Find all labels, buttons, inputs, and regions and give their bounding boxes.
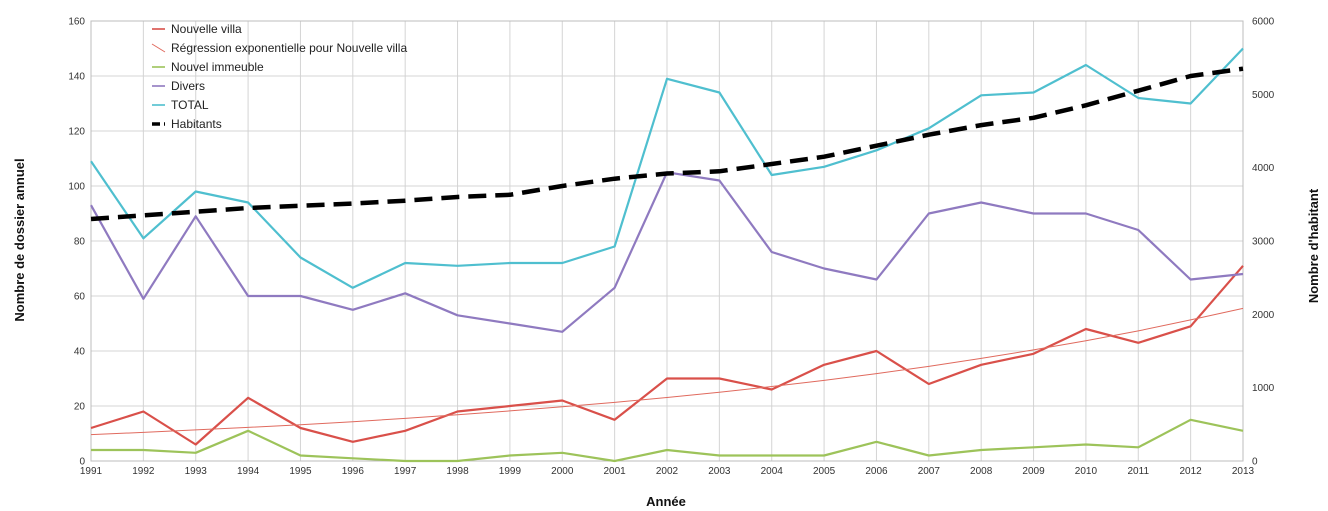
x-tick-label: 1993 xyxy=(185,466,208,477)
axis-layer: 0 20 40 60 80 100 120 140 160 0 1000 2000 3000 4000 50… xyxy=(68,17,1274,478)
legend-item-label: TOTAL xyxy=(171,98,209,112)
series-line-total xyxy=(90,47,1244,289)
legend-swatch xyxy=(151,43,166,53)
x-tick-label: 2002 xyxy=(656,466,679,477)
legend-item-label: Nouvel immeuble xyxy=(171,60,264,74)
x-tick-label: 2009 xyxy=(1022,466,1045,477)
x-tick-label: 1998 xyxy=(446,466,469,477)
legend-item-label: Divers xyxy=(171,79,205,93)
y-left-tick-label: 20 xyxy=(74,402,86,413)
y-left-tick-label: 120 xyxy=(68,127,85,138)
y-left-tick-label: 40 xyxy=(74,347,86,358)
x-tick-label: 2001 xyxy=(604,466,627,477)
x-tick-label: 2004 xyxy=(761,466,784,477)
x-tick-label: 1991 xyxy=(80,466,103,477)
y-left-tick-label: 80 xyxy=(74,237,86,248)
x-tick-label: 1994 xyxy=(237,466,260,477)
grid-layer xyxy=(90,20,1244,462)
series-line-nouvelle-villa xyxy=(90,265,1244,446)
y-right-tick-label: 2000 xyxy=(1252,310,1275,321)
legend-item-label: Régression exponentielle pour Nouvelle v… xyxy=(171,41,407,55)
plot-frame xyxy=(90,20,1244,462)
x-tick-label: 2011 xyxy=(1128,466,1150,477)
y-left-tick-label: 160 xyxy=(68,17,85,28)
y-axis-right-title: Nombre d'habitant xyxy=(1306,188,1321,303)
y-left-tick-label: 60 xyxy=(74,292,86,303)
y-right-tick-label: 0 xyxy=(1252,457,1258,468)
x-tick-label: 1992 xyxy=(132,466,155,477)
x-axis-title: Année xyxy=(646,494,686,509)
x-tick-label: 2005 xyxy=(813,466,836,477)
y-right-tick-label: 1000 xyxy=(1252,383,1275,394)
x-tick-label: 2006 xyxy=(865,466,888,477)
x-tick-label: 2000 xyxy=(551,466,574,477)
y-right-tick-label: 5000 xyxy=(1252,90,1275,101)
y-right-tick-label: 6000 xyxy=(1252,17,1275,28)
y-right-tick-label: 4000 xyxy=(1252,163,1275,174)
x-tick-label: 1997 xyxy=(394,466,417,477)
x-tick-label: 2003 xyxy=(708,466,731,477)
y-left-tick-label: 140 xyxy=(68,72,85,83)
x-tick-label: 1995 xyxy=(289,466,312,477)
series-line-nouvel-immeuble xyxy=(91,418,1244,463)
y-left-tick-label: 100 xyxy=(68,182,85,193)
x-tick-label: 2012 xyxy=(1180,466,1203,477)
x-tick-label: 2013 xyxy=(1232,466,1255,477)
series-line-habitants xyxy=(90,66,1244,222)
y-left-tick-label: 0 xyxy=(79,457,85,468)
x-tick-label: 1996 xyxy=(342,466,365,477)
x-tick-label: 2008 xyxy=(970,466,993,477)
x-tick-label: 2007 xyxy=(918,466,941,477)
y-right-tick-label: 3000 xyxy=(1252,237,1275,248)
legend-item-label: Habitants xyxy=(171,117,222,131)
series-line-r-gression-exponentielle-pour-nouvelle-villa xyxy=(90,307,1244,436)
chart-legend: Nouvelle villa Régression exponentielle p… xyxy=(151,22,407,131)
legend-item-label: Nouvelle villa xyxy=(171,22,242,36)
series-layer xyxy=(90,47,1244,463)
x-tick-label: 1999 xyxy=(499,466,522,477)
y-axis-left-title: Nombre de dossier annuel xyxy=(12,158,27,321)
x-tick-label: 2010 xyxy=(1075,466,1098,477)
